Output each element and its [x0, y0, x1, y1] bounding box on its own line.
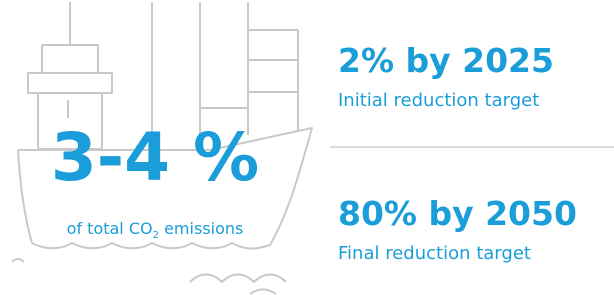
target-title: 80% by 2050 [338, 194, 577, 233]
page: 3-4 % of total CO2 emissions 2% by 2025 … [0, 0, 614, 295]
infographic: 3-4 % of total CO2 emissions 2% by 2025 … [0, 0, 614, 295]
target-title: 2% by 2025 [338, 41, 554, 80]
caption-text: emissions [164, 219, 243, 238]
caption-text: of total CO [67, 219, 153, 238]
headline: 3-4 % [51, 119, 259, 196]
target-subtitle: Initial reduction target [338, 90, 539, 111]
target-subtitle: Final reduction target [338, 243, 531, 264]
caption: of total CO2 emissions [67, 219, 244, 241]
